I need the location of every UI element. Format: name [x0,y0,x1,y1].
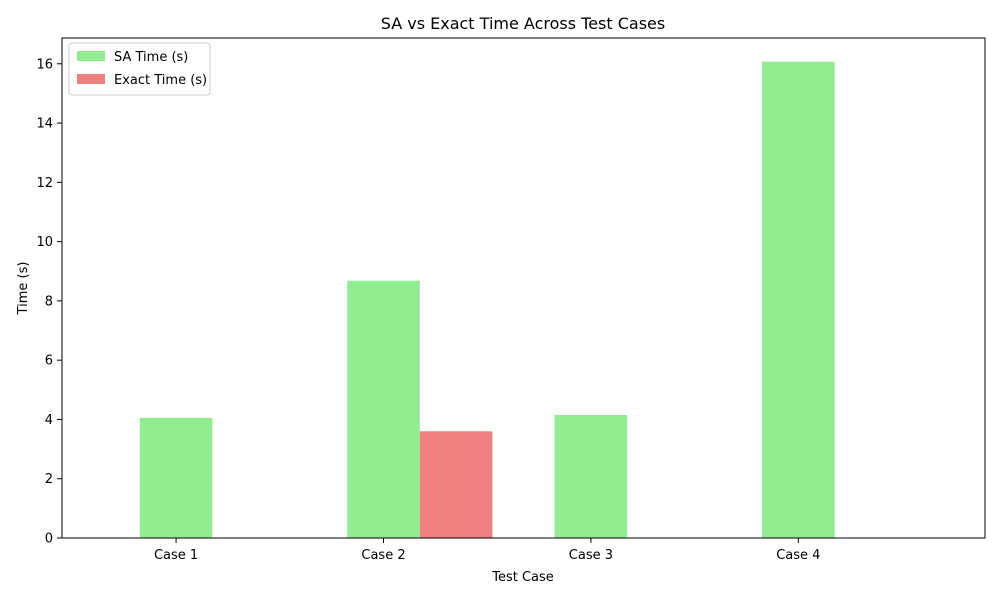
y-axis-label: Time (s) [16,262,31,316]
bars-group [139,61,835,539]
chart-title: SA vs Exact Time Across Test Cases [381,14,665,33]
legend-swatch-sa [77,51,105,61]
y-axis-ticks: 0 2 4 6 8 10 12 14 16 [36,57,62,547]
legend: SA Time (s) Exact Time (s) [68,42,211,96]
x-tick-label: Case 4 [776,548,820,563]
plot-frame [61,37,986,539]
bar-exact-case-2 [419,431,493,538]
y-tick-label: 6 [45,354,53,369]
legend-label-sa: SA Time (s) [114,50,188,65]
legend-swatch-exact [77,74,105,84]
y-tick-label: 16 [36,57,53,72]
y-tick-label: 4 [45,413,53,428]
x-tick-label: Case 2 [361,548,405,563]
y-tick-label: 2 [45,472,53,487]
y-tick-label: 12 [36,176,53,191]
x-tick-label: Case 3 [569,548,613,563]
y-tick-label: 8 [45,294,53,309]
bar-sa-case-4 [762,61,835,539]
legend-label-exact: Exact Time (s) [114,73,207,88]
y-tick-label: 14 [36,117,53,132]
y-tick-label: 0 [45,532,53,547]
x-tick-label: Case 1 [154,548,198,563]
bar-sa-case-2 [347,280,420,538]
bar-sa-case-1 [139,417,213,538]
y-tick-label: 10 [36,235,53,250]
bar-sa-case-3 [554,415,628,538]
x-axis-ticks: Case 1 Case 2 Case 3 Case 4 [154,538,820,563]
x-axis-label: Test Case [491,570,554,585]
